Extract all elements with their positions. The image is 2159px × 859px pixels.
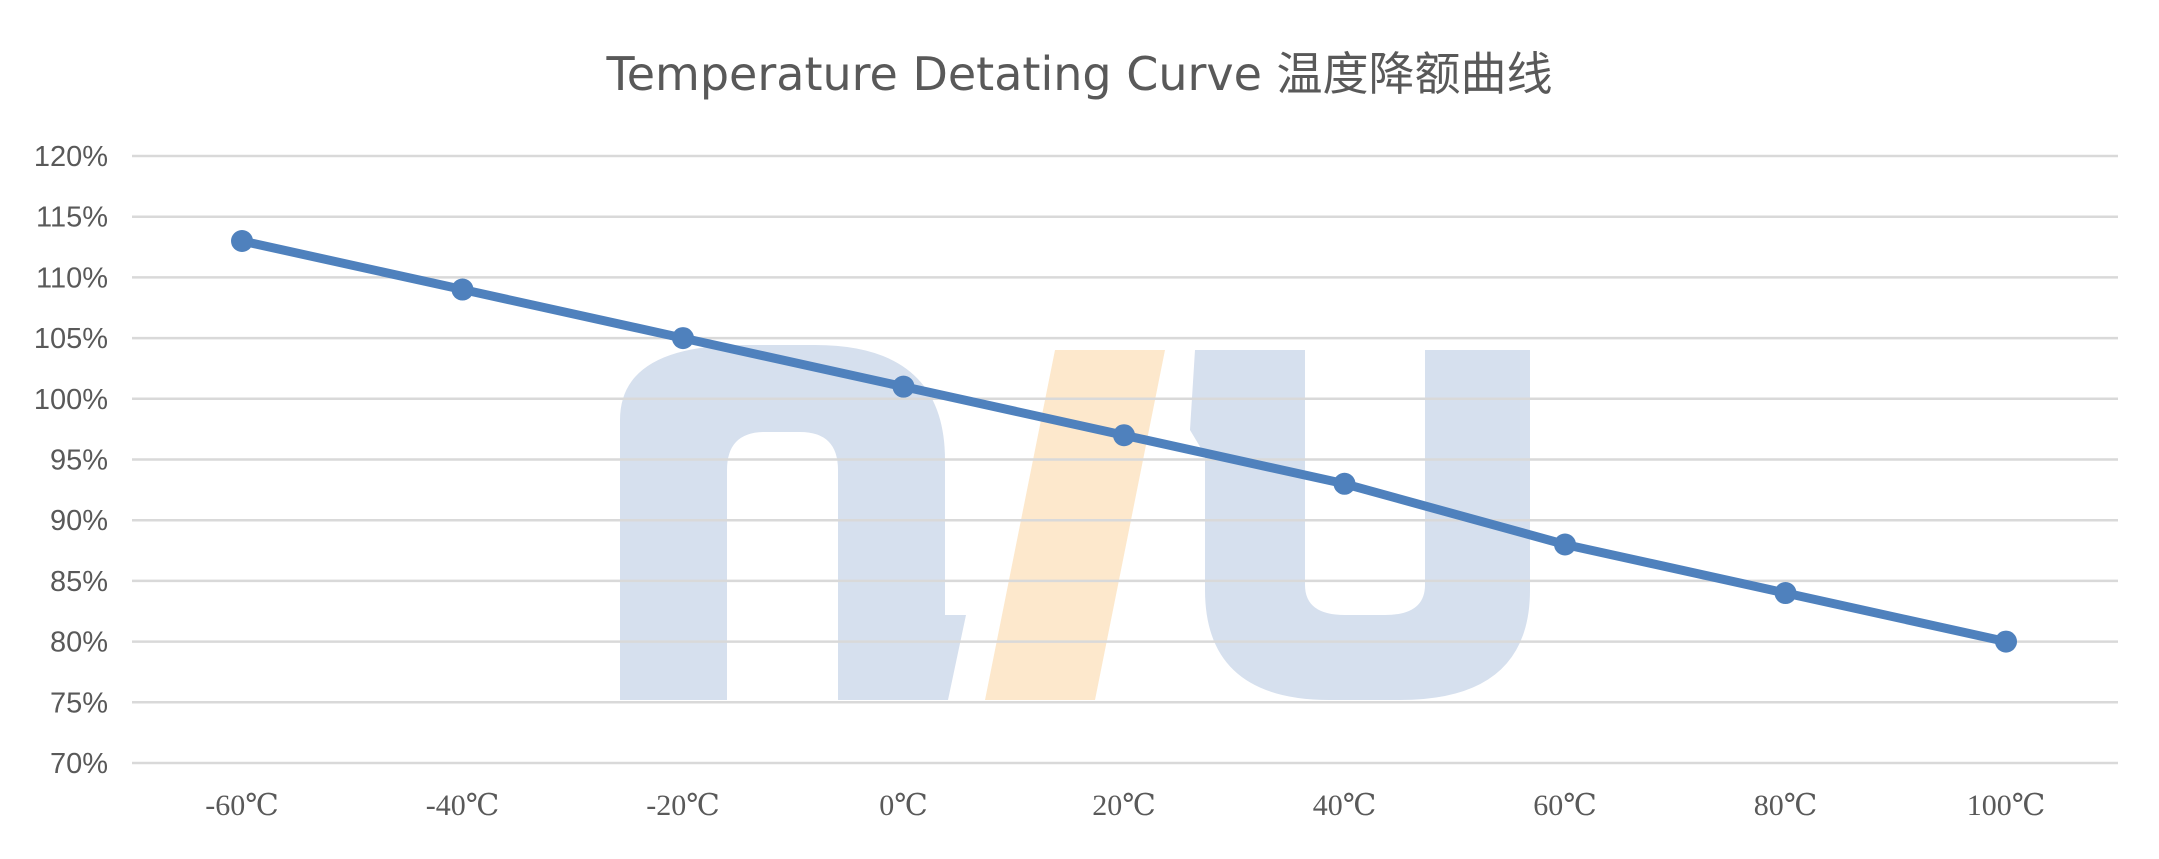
x-tick-label: 60℃ <box>1533 789 1597 822</box>
y-tick-label: 115% <box>36 202 108 234</box>
data-point <box>892 375 915 398</box>
y-tick-label: 105% <box>34 323 108 355</box>
x-tick-label: 80℃ <box>1754 789 1818 822</box>
series-group <box>231 229 2017 653</box>
chart-title: Temperature Detating Curve 温度降额曲线 <box>606 47 1553 101</box>
x-tick-label: 40℃ <box>1313 789 1377 822</box>
x-tick-label: 20℃ <box>1092 789 1156 822</box>
x-tick-label: 0℃ <box>879 789 928 822</box>
y-tick-label: 95% <box>50 445 108 477</box>
y-tick-label: 110% <box>36 262 108 294</box>
x-axis: -60℃ -40℃ -20℃ 0℃ 20℃ 40℃ 60℃ 80℃ 100℃ <box>205 789 2045 822</box>
y-tick-label: 75% <box>50 687 108 719</box>
data-point <box>1995 630 2017 653</box>
data-point <box>451 278 474 301</box>
watermark-letter-n <box>620 345 966 700</box>
data-point <box>1113 424 1135 447</box>
data-point <box>1554 533 1576 556</box>
y-tick-label: 100% <box>34 384 108 416</box>
x-tick-label: -40℃ <box>426 789 500 822</box>
y-tick-label: 120% <box>34 141 108 173</box>
x-tick-label: -20℃ <box>646 789 720 822</box>
data-point <box>1774 582 1797 605</box>
x-tick-label: 100℃ <box>1967 789 2046 822</box>
data-point <box>231 229 253 252</box>
y-tick-label: 85% <box>50 566 108 598</box>
y-tick-label: 70% <box>50 748 108 780</box>
gridlines <box>132 154 2118 765</box>
watermark-letter-u <box>1190 350 1530 700</box>
y-axis: 70% 75% 80% 85% 90% 95% 100% 105% 110% 115% 120% <box>34 141 108 780</box>
watermark-logo <box>620 345 1530 700</box>
data-point <box>672 327 694 350</box>
data-point <box>1333 472 1356 495</box>
x-tick-label: -60℃ <box>205 789 279 822</box>
watermark-slash <box>985 350 1165 700</box>
y-tick-label: 90% <box>50 505 108 537</box>
y-tick-label: 80% <box>50 627 108 659</box>
